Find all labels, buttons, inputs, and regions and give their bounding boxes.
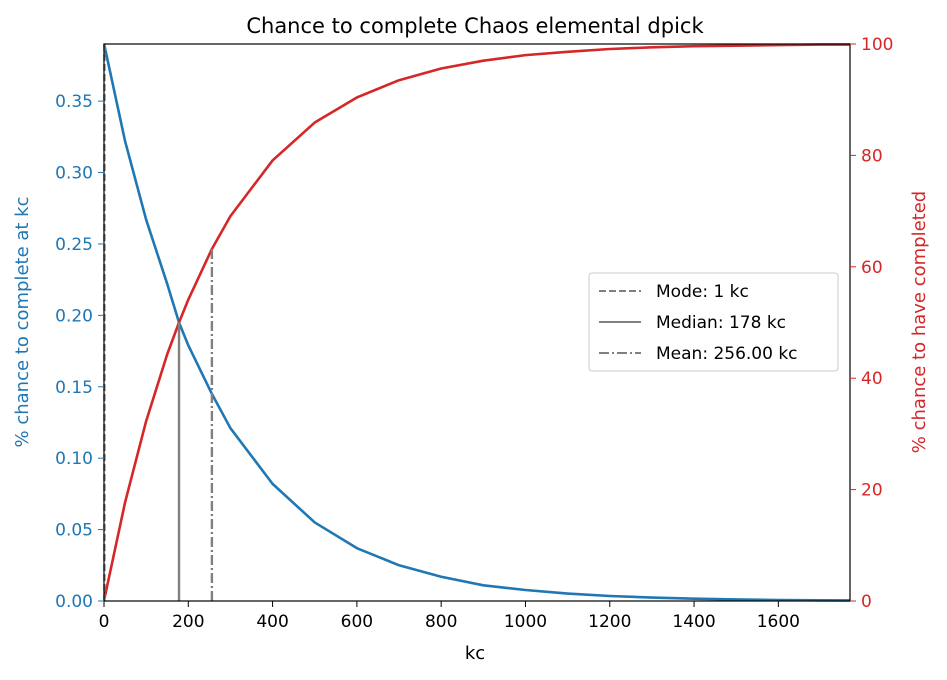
- series-line-pmf: [103, 45, 851, 602]
- y-right-tick-label: 40: [861, 369, 883, 389]
- legend-median-label: Median: 178 kc: [656, 313, 786, 333]
- y-left-tick-label: 0.20: [55, 306, 93, 326]
- x-tick-label: 0: [99, 612, 110, 632]
- x-tick-label: 400: [256, 612, 288, 632]
- chart-title: Chance to complete Chaos elemental dpick: [246, 14, 704, 38]
- x-tick-label: 1400: [672, 612, 715, 632]
- y-right-tick-label: 60: [861, 258, 883, 278]
- legend: Mode: 1 kc Median: 178 kc Mean: 256.00 k…: [588, 272, 839, 372]
- x-axis-label: kc: [465, 643, 485, 664]
- series-line-cdf: [103, 43, 850, 600]
- y-right-tick-label: 80: [861, 146, 883, 166]
- x-tick-label: 1000: [504, 612, 547, 632]
- y-left-tick-label: 0.00: [55, 592, 93, 612]
- y-left-tick-label: 0.35: [55, 92, 93, 112]
- x-tick-label: 800: [425, 612, 457, 632]
- y-left-tick-label: 0.25: [55, 235, 93, 255]
- plot-frame: [103, 43, 851, 602]
- legend-mode-label: Mode: 1 kc: [656, 282, 749, 302]
- y-right-tick-label: 0: [861, 592, 872, 612]
- x-tick-label: 1600: [757, 612, 800, 632]
- y-left-tick-label: 0.10: [55, 449, 93, 469]
- y-left-tick-label: 0.30: [55, 164, 93, 184]
- y-left-tick-label: 0.05: [55, 521, 93, 541]
- y-left-tick-label: 0.15: [55, 378, 93, 398]
- x-tick-label: 1200: [588, 612, 631, 632]
- y-right-tick-label: 100: [861, 35, 893, 55]
- y-right-tick-label: 20: [861, 481, 883, 501]
- y-left-axis-label: % chance to complete at kc: [12, 197, 33, 448]
- legend-box: [588, 272, 839, 372]
- x-tick-label: 600: [341, 612, 373, 632]
- x-tick-label: 200: [172, 612, 204, 632]
- y-right-axis-label: % chance to have completed: [909, 191, 930, 453]
- legend-mean-label: Mean: 256.00 kc: [656, 344, 798, 364]
